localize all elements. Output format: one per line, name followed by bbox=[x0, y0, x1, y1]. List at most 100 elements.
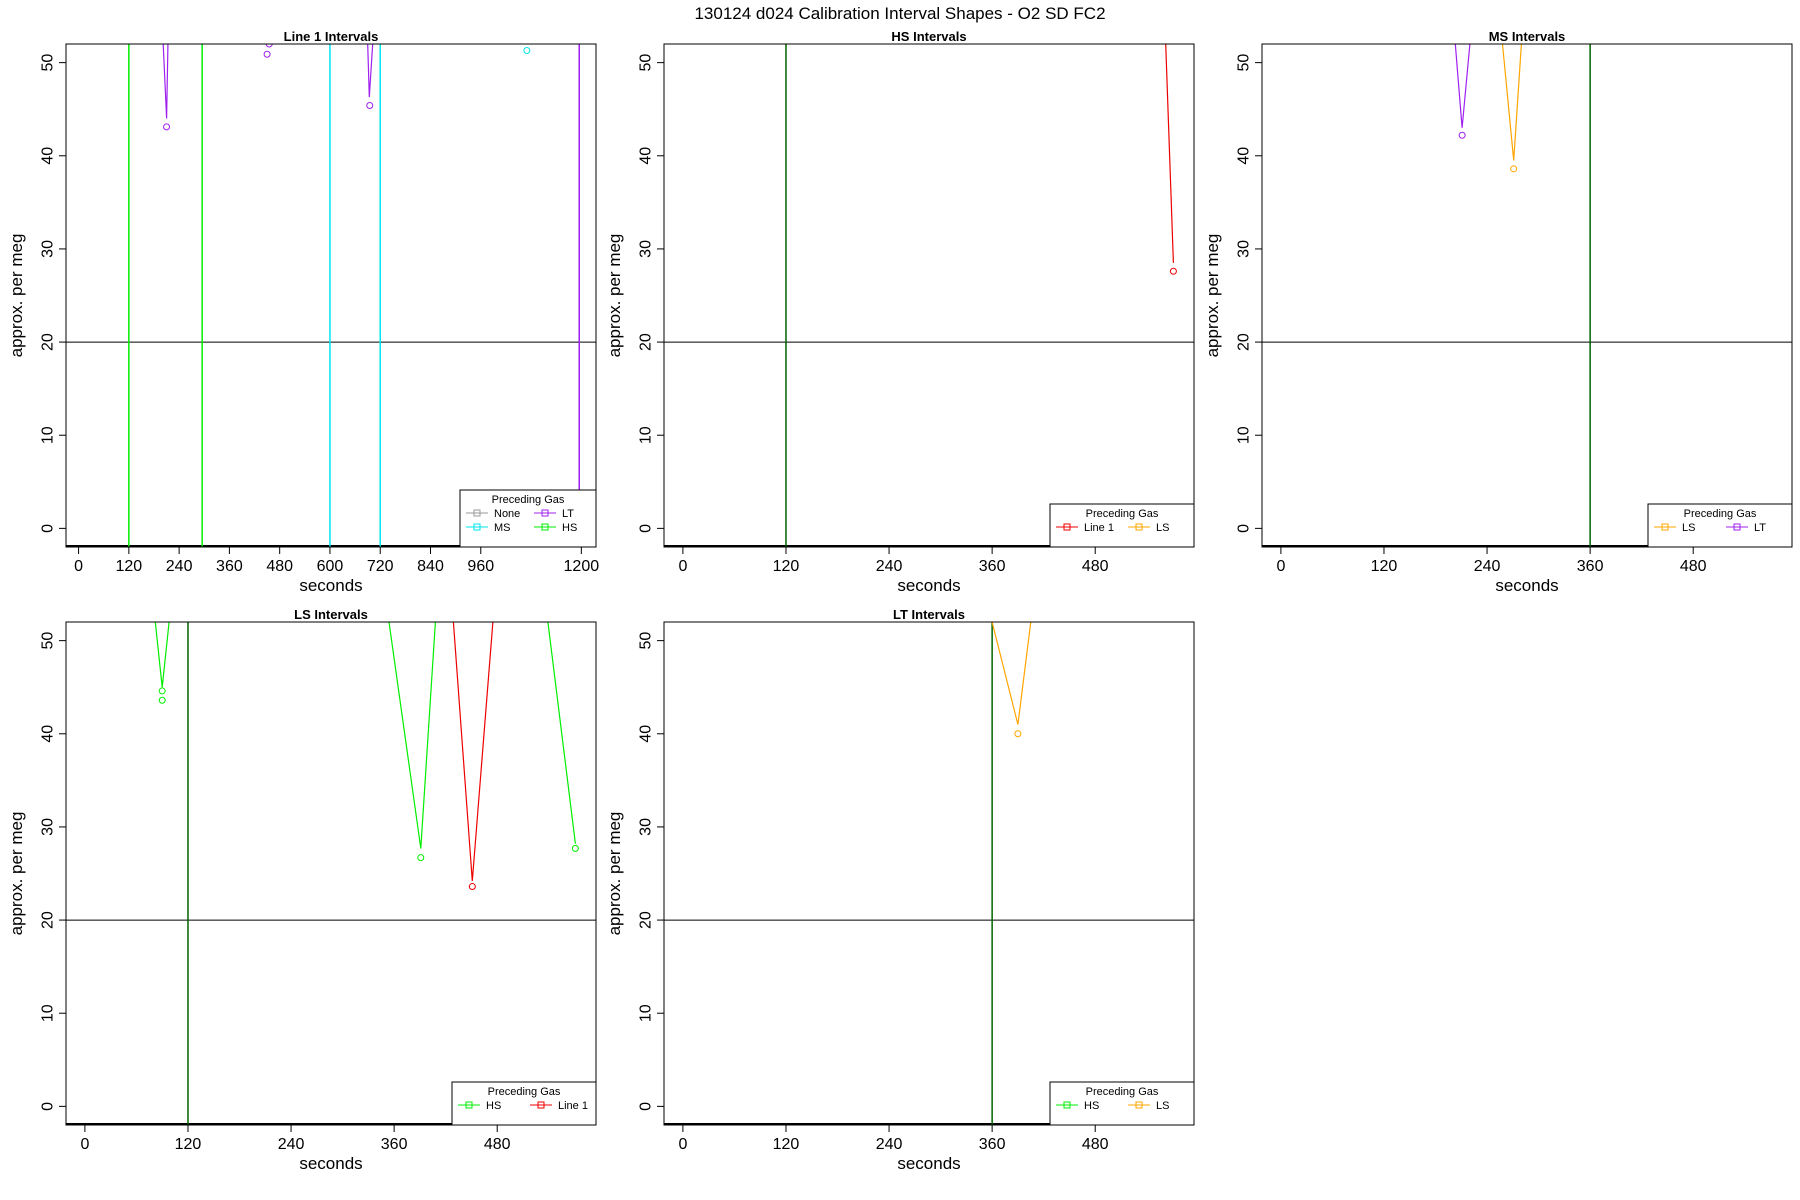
plot-frame bbox=[663, 43, 1195, 548]
x-tick-label-3: 360 bbox=[381, 1136, 408, 1153]
series-line-1 bbox=[1501, 44, 1523, 161]
y-axis-label: approx. per meg bbox=[7, 234, 26, 358]
y-tick-label-2: 20 bbox=[40, 333, 57, 351]
legend: Preceding Gas Line 1 LS bbox=[1049, 503, 1195, 548]
legend-box bbox=[1049, 503, 1195, 548]
chart-title: MS Intervals bbox=[1489, 29, 1566, 44]
plot-area bbox=[66, 44, 596, 547]
series-line-0 bbox=[1165, 44, 1174, 263]
legend-swatch-marker-1 bbox=[537, 1101, 545, 1109]
legend-box bbox=[451, 1081, 597, 1126]
y-tick-label-4: 40 bbox=[638, 725, 655, 743]
legend-swatch-marker-0 bbox=[473, 509, 481, 517]
x-tick-label-0: 0 bbox=[678, 558, 687, 575]
x-tick-label-0: 0 bbox=[1276, 558, 1285, 575]
x-tick-label-3: 360 bbox=[1577, 558, 1604, 575]
y-tick-label-0: 0 bbox=[638, 524, 655, 533]
y-tick-label-5: 50 bbox=[40, 54, 57, 72]
legend-entry-0: LS bbox=[1682, 522, 1695, 534]
series-line-2 bbox=[452, 622, 494, 882]
x-axis-label: seconds bbox=[299, 1154, 362, 1173]
x-tick-label-4: 480 bbox=[1082, 1136, 1109, 1153]
legend-title: Preceding Gas bbox=[492, 494, 565, 506]
chart-panel-0: Line 1 Intervals 0 120 240 360 480 600 720 840 96… bbox=[7, 29, 599, 595]
y-tick-label-1: 10 bbox=[638, 426, 655, 444]
x-tick-label-2: 240 bbox=[166, 558, 193, 575]
legend-entry-1: LS bbox=[1156, 522, 1169, 534]
legend-entry-1: LT bbox=[562, 508, 574, 520]
chart-panel-3: LS Intervals 0 120 240 360 480 0 10 20 30 40 50 seco… bbox=[7, 607, 597, 1173]
legend-entry-1: LS bbox=[1156, 1100, 1169, 1112]
y-tick-label-2: 20 bbox=[40, 911, 57, 929]
x-tick-label-2: 240 bbox=[876, 1136, 903, 1153]
y-tick-label-4: 40 bbox=[40, 147, 57, 165]
legend-swatch-marker-1 bbox=[1135, 1101, 1143, 1109]
x-tick-label-4: 480 bbox=[1680, 558, 1707, 575]
data-point-0 bbox=[1014, 730, 1022, 738]
y-tick-label-1: 10 bbox=[638, 1004, 655, 1022]
legend-swatch-marker-0 bbox=[1063, 523, 1071, 531]
plot-area bbox=[664, 622, 1194, 1125]
x-tick-label-2: 240 bbox=[876, 558, 903, 575]
plot-frame bbox=[65, 43, 597, 548]
x-tick-label-3: 360 bbox=[216, 558, 243, 575]
chart-title: LT Intervals bbox=[893, 607, 965, 622]
legend-box bbox=[1647, 503, 1793, 548]
y-tick-label-1: 10 bbox=[40, 426, 57, 444]
series-line-1 bbox=[367, 44, 374, 98]
series-line-3 bbox=[547, 622, 576, 844]
x-tick-label-3: 360 bbox=[979, 558, 1006, 575]
x-axis-label: seconds bbox=[1495, 576, 1558, 595]
plot-area bbox=[664, 44, 1194, 547]
legend: Preceding Gas LS LT bbox=[1647, 503, 1793, 548]
y-tick-label-1: 10 bbox=[40, 1004, 57, 1022]
data-point-3 bbox=[366, 101, 374, 109]
legend-title: Preceding Gas bbox=[488, 1086, 561, 1098]
legend-box bbox=[1049, 1081, 1195, 1126]
x-tick-label-1: 120 bbox=[115, 558, 142, 575]
y-tick-label-5: 50 bbox=[638, 54, 655, 72]
x-tick-label-6: 720 bbox=[367, 558, 394, 575]
data-point-1 bbox=[158, 696, 166, 704]
x-tick-label-4: 480 bbox=[1082, 558, 1109, 575]
y-tick-label-5: 50 bbox=[1236, 54, 1253, 72]
series-line-0 bbox=[991, 622, 1032, 725]
y-tick-label-5: 50 bbox=[40, 632, 57, 650]
y-axis-label: approx. per meg bbox=[605, 812, 624, 936]
chart-panel-2: MS Intervals 0 120 240 360 480 0 10 20 30 40 50 seco… bbox=[1203, 29, 1793, 595]
legend-box bbox=[459, 489, 597, 548]
legend-swatch-marker-1 bbox=[541, 509, 549, 517]
y-tick-label-3: 30 bbox=[40, 818, 57, 836]
data-point-0 bbox=[1458, 131, 1466, 139]
legend-swatch-marker-1 bbox=[1135, 523, 1143, 531]
data-point-4 bbox=[571, 844, 579, 852]
plot-frame bbox=[1261, 43, 1793, 548]
x-axis-label: seconds bbox=[897, 1154, 960, 1173]
y-tick-label-2: 20 bbox=[638, 911, 655, 929]
y-tick-label-4: 40 bbox=[40, 725, 57, 743]
y-tick-label-3: 30 bbox=[638, 240, 655, 258]
legend-swatch-marker-2 bbox=[473, 523, 481, 531]
legend-title: Preceding Gas bbox=[1086, 508, 1159, 520]
y-tick-label-2: 20 bbox=[638, 333, 655, 351]
y-tick-label-4: 40 bbox=[1236, 147, 1253, 165]
y-axis-label: approx. per meg bbox=[1203, 234, 1222, 358]
legend: Preceding Gas HS Line 1 bbox=[451, 1081, 597, 1126]
plot-area bbox=[1262, 44, 1792, 547]
x-tick-label-7: 840 bbox=[417, 558, 444, 575]
series-line-1 bbox=[388, 622, 437, 849]
legend: Preceding Gas None LT MS HS bbox=[459, 489, 597, 548]
data-point-2 bbox=[417, 854, 425, 862]
y-tick-label-3: 30 bbox=[1236, 240, 1253, 258]
data-point-3 bbox=[468, 883, 476, 891]
series-line-0 bbox=[1454, 44, 1471, 128]
x-tick-label-4: 480 bbox=[266, 558, 293, 575]
y-tick-label-3: 30 bbox=[638, 818, 655, 836]
legend-entry-1: Line 1 bbox=[558, 1100, 588, 1112]
y-tick-label-4: 40 bbox=[638, 147, 655, 165]
legend-swatch-marker-0 bbox=[1661, 523, 1669, 531]
y-tick-label-5: 50 bbox=[638, 632, 655, 650]
y-tick-label-0: 0 bbox=[1236, 524, 1253, 533]
x-tick-label-4: 480 bbox=[484, 1136, 511, 1153]
